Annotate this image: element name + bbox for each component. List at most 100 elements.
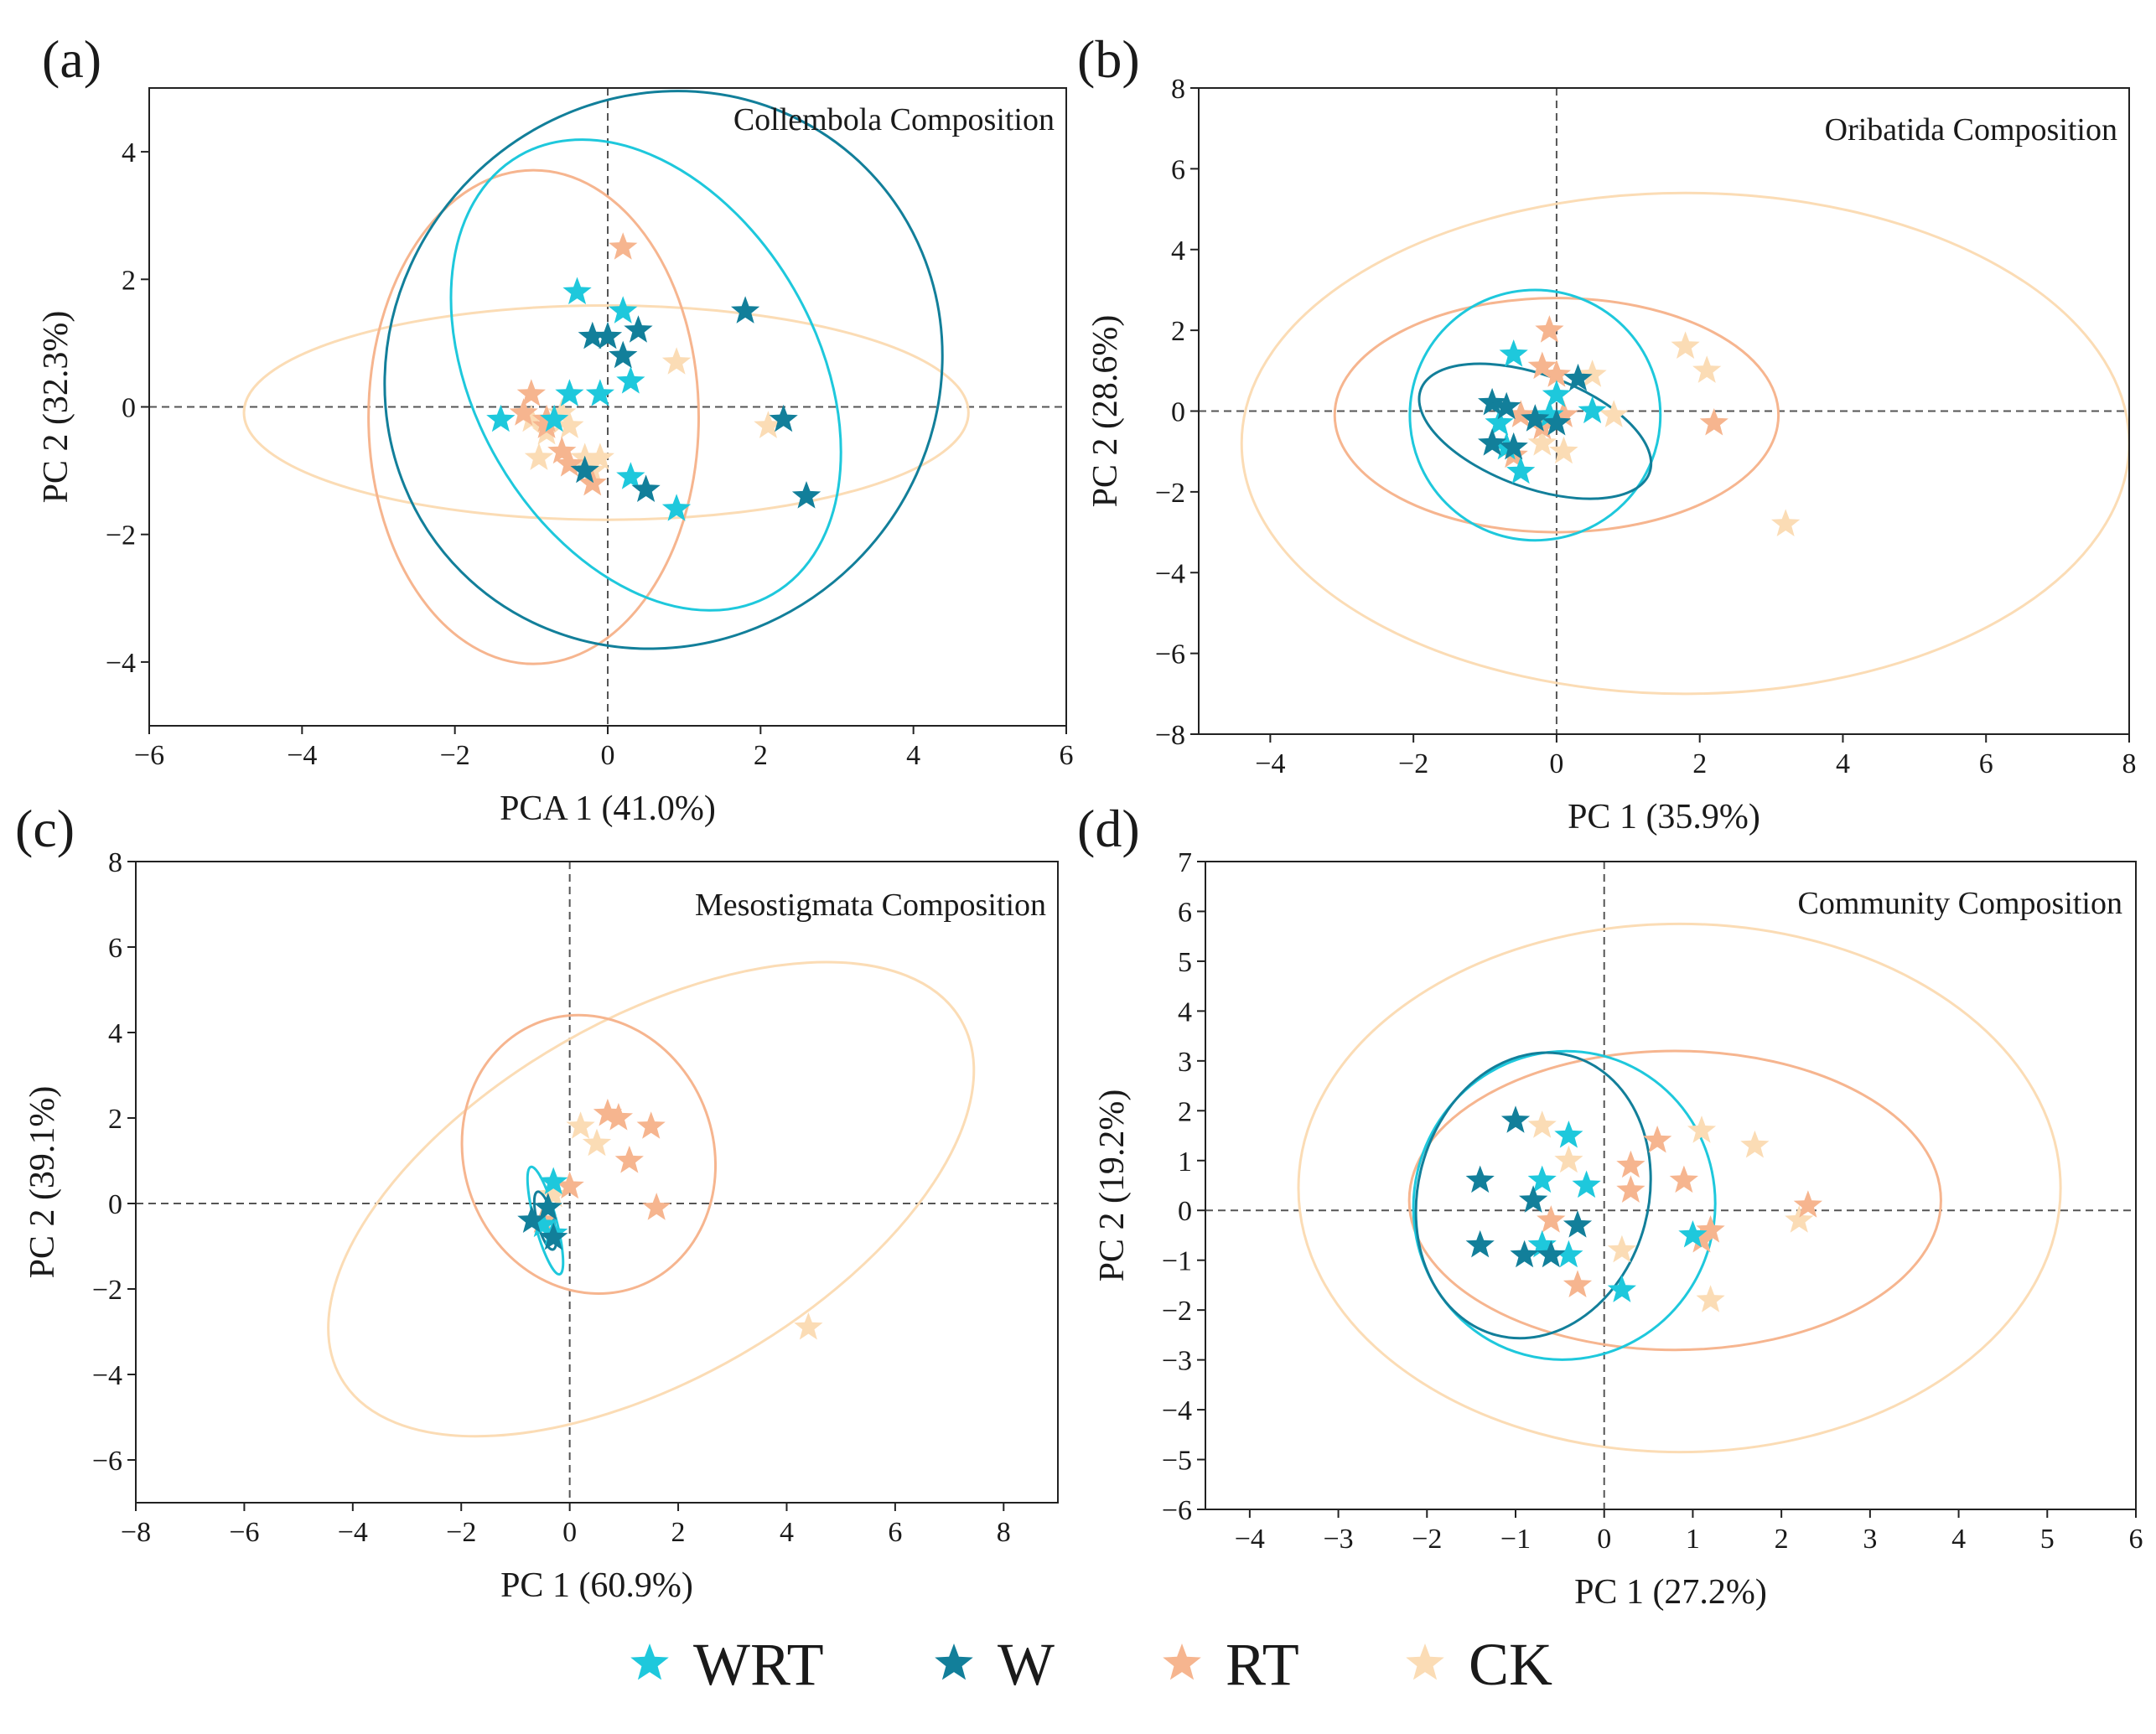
- point-wrt: [1527, 1229, 1557, 1258]
- x-tick-label: 0: [562, 1517, 577, 1548]
- point-wrt: [1506, 456, 1536, 484]
- plot-area: [1205, 862, 2136, 1509]
- point-w: [1465, 1165, 1495, 1193]
- legend-label: W: [998, 1631, 1055, 1698]
- point-wrt: [609, 296, 638, 324]
- legend-marker-w: [935, 1643, 973, 1680]
- y-tick-label: −2: [106, 520, 136, 551]
- point-w: [769, 404, 798, 432]
- x-tick-label: 8: [997, 1517, 1011, 1548]
- x-tick-label: 2: [1692, 748, 1707, 779]
- ellipse-rt: [460, 1013, 718, 1295]
- point-wrt: [1554, 1240, 1583, 1268]
- y-tick-label: 4: [1178, 996, 1192, 1027]
- x-tick-label: 6: [2129, 1524, 2143, 1555]
- x-tick-label: −2: [1412, 1524, 1442, 1555]
- point-rt: [1643, 1126, 1672, 1153]
- point-wrt: [1485, 408, 1514, 436]
- y-tick-label: 2: [122, 265, 136, 296]
- panel-title: Oribatida Composition: [1825, 112, 2117, 148]
- y-axis-label: PC 2 (28.6%): [1086, 315, 1125, 508]
- x-tick-label: 6: [1979, 748, 1993, 779]
- point-rt: [1549, 400, 1578, 427]
- legend-marker-rt: [1163, 1643, 1201, 1680]
- x-tick-label: 8: [2122, 748, 2137, 779]
- legend-label: CK: [1469, 1631, 1552, 1698]
- point-ck: [539, 1179, 568, 1208]
- point-rt: [1563, 1270, 1593, 1297]
- point-ck: [1696, 1285, 1725, 1312]
- point-ck: [1692, 355, 1722, 383]
- point-rt: [555, 1171, 584, 1199]
- ellipse-ck: [242, 304, 970, 521]
- point-rt: [1537, 1205, 1566, 1233]
- y-tick-label: 0: [1171, 397, 1185, 428]
- x-axis-label: PC 1 (35.9%): [1568, 798, 1760, 836]
- point-wrt: [1678, 1220, 1708, 1248]
- point-ck: [524, 443, 554, 470]
- point-w: [1478, 387, 1507, 416]
- point-ck: [1578, 360, 1607, 387]
- point-w: [1537, 1240, 1566, 1268]
- y-tick-label: 2: [108, 1104, 122, 1135]
- point-w: [1563, 1210, 1593, 1238]
- y-tick-label: −4: [1155, 558, 1185, 589]
- point-wrt: [1499, 339, 1528, 367]
- point-wrt: [539, 1167, 568, 1195]
- point-wrt: [616, 366, 645, 394]
- point-w: [570, 455, 599, 484]
- point-w: [1521, 404, 1550, 432]
- x-tick-label: 3: [1863, 1524, 1877, 1555]
- x-tick-label: 6: [888, 1517, 902, 1548]
- point-ck: [585, 443, 614, 470]
- y-tick-label: 4: [122, 137, 136, 168]
- x-tick-label: −4: [1235, 1524, 1265, 1555]
- y-tick-label: 6: [108, 933, 122, 964]
- point-wrt: [1554, 1121, 1583, 1148]
- y-tick-label: −8: [1155, 720, 1185, 751]
- point-ck: [582, 1128, 612, 1157]
- y-axis-label: PC 2 (39.1%): [23, 1086, 62, 1279]
- point-rt: [1616, 1175, 1646, 1203]
- legend-item-ck: CK: [1406, 1631, 1552, 1698]
- legend-marker-wrt: [630, 1643, 669, 1680]
- ellipse-w: [1414, 1051, 1652, 1340]
- x-tick-label: −4: [338, 1517, 368, 1548]
- point-rt: [1506, 400, 1536, 427]
- point-wrt: [1527, 1165, 1557, 1193]
- ellipse-ck: [327, 960, 976, 1438]
- x-tick-label: 4: [780, 1517, 794, 1548]
- point-w: [1510, 1240, 1539, 1268]
- ellipse-rt: [367, 168, 700, 665]
- point-wrt: [616, 462, 645, 489]
- point-rt: [1696, 1215, 1725, 1243]
- y-tick-label: −6: [1162, 1495, 1192, 1526]
- y-tick-label: −4: [92, 1360, 122, 1391]
- point-w: [1519, 1185, 1548, 1213]
- point-wrt: [1535, 400, 1564, 427]
- y-tick-label: 6: [1178, 897, 1192, 928]
- point-ck: [1740, 1130, 1770, 1158]
- point-w: [609, 340, 638, 369]
- legend: WRT W RT CK: [630, 1631, 1552, 1698]
- point-ck: [1771, 509, 1801, 536]
- point-rt: [604, 1103, 633, 1131]
- y-tick-label: 1: [1178, 1147, 1192, 1178]
- y-tick-label: −4: [1162, 1395, 1192, 1426]
- point-rt: [593, 1098, 623, 1126]
- panel-title: Mesostigmata Composition: [695, 888, 1046, 923]
- point-wrt: [540, 404, 569, 432]
- point-wrt: [1542, 380, 1571, 407]
- plot-area: [149, 88, 1066, 726]
- point-w: [631, 474, 661, 502]
- x-tick-label: 6: [1060, 740, 1074, 771]
- y-axis-label: PC 2 (19.2%): [1093, 1090, 1132, 1282]
- point-w: [539, 1222, 568, 1250]
- point-w: [517, 1205, 547, 1233]
- panel-letter: (a): [42, 29, 101, 89]
- point-w: [578, 321, 607, 349]
- point-rt: [636, 1111, 666, 1139]
- x-tick-label: 0: [601, 740, 615, 771]
- panel-b: −4 −2 0 2 4 6 8 −8 −6 −4 −2 0 2 4 6 8 PC 1 (35.9%) PC 2 (…: [1077, 29, 2137, 836]
